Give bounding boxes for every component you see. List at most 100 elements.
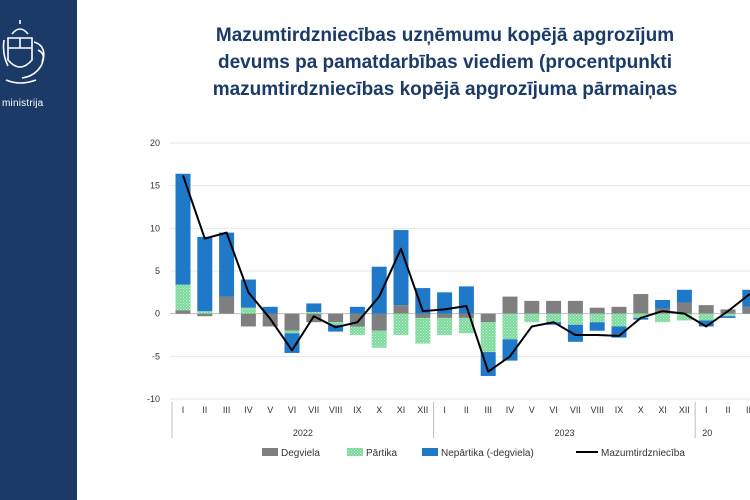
bar-pārtika bbox=[175, 284, 191, 311]
bar-nepārtika bbox=[284, 333, 300, 353]
y-tick-label: 20 bbox=[150, 138, 160, 148]
bar-degviela bbox=[219, 296, 235, 314]
title-line-1: Mazumtirdzniecības uzņēmumu kopējā apgro… bbox=[215, 25, 675, 46]
bar-pārtika bbox=[197, 311, 213, 314]
bar-degviela bbox=[437, 313, 453, 318]
bar-nepārtika bbox=[720, 316, 736, 318]
legend-label: Pārtika bbox=[366, 448, 398, 459]
y-tick-label: 5 bbox=[155, 266, 160, 276]
bar-nepārtika bbox=[371, 266, 387, 314]
bar-degviela bbox=[633, 294, 649, 314]
bar-pārtika bbox=[240, 307, 256, 314]
bar-degviela bbox=[611, 306, 627, 314]
bar-pārtika bbox=[371, 330, 387, 348]
bar-pārtika bbox=[567, 313, 583, 325]
legend-swatch bbox=[422, 448, 438, 456]
bar-nepārtika bbox=[458, 286, 474, 314]
bar-pārtika bbox=[349, 326, 365, 335]
x-tick-label: V bbox=[267, 405, 273, 415]
title-line-2: devums pa pamatdarbības viediem (procent… bbox=[218, 52, 672, 73]
bars bbox=[175, 173, 750, 376]
bar-degviela bbox=[240, 313, 256, 327]
x-tick-label: X bbox=[376, 405, 382, 415]
bar-pārtika bbox=[284, 330, 300, 334]
x-tick-label: IX bbox=[615, 405, 624, 415]
year-label: 2023 bbox=[554, 428, 574, 438]
bar-nepārtika bbox=[219, 232, 235, 297]
x-tick-label: I bbox=[443, 405, 446, 415]
legend-label: Mazumtirdzniecība bbox=[601, 448, 685, 459]
bar-nepārtika bbox=[349, 306, 365, 314]
x-tick-label: IX bbox=[353, 405, 362, 415]
bar-nepārtika bbox=[611, 326, 627, 338]
x-tick-label: X bbox=[638, 405, 644, 415]
x-tick-label: II bbox=[464, 405, 469, 415]
bar-pārtika bbox=[676, 313, 692, 321]
x-tick-label: I bbox=[182, 405, 185, 415]
chart-title: Mazumtirdzniecības uzņēmumu kopējā apgro… bbox=[95, 22, 750, 103]
ministry-label: ministrija bbox=[2, 98, 44, 109]
x-tick-label: IV bbox=[244, 405, 253, 415]
x-tick-label: VIII bbox=[329, 405, 343, 415]
bar-pārtika bbox=[306, 311, 322, 314]
x-tick-label: III bbox=[484, 405, 492, 415]
bar-degviela bbox=[393, 305, 409, 314]
bar-nepārtika bbox=[502, 339, 518, 361]
x-tick-label: VIII bbox=[590, 405, 604, 415]
bar-nepārtika bbox=[655, 300, 671, 309]
bar-pārtika bbox=[698, 313, 714, 321]
coat-of-arms-icon bbox=[2, 20, 45, 84]
x-tick-label: IV bbox=[506, 405, 515, 415]
bar-nepārtika bbox=[415, 288, 431, 314]
bar-degviela bbox=[502, 296, 518, 314]
bar-nepārtika bbox=[567, 324, 583, 342]
gridlines bbox=[170, 142, 750, 400]
bar-nepārtika bbox=[175, 173, 191, 285]
x-tick-label: II bbox=[725, 405, 730, 415]
bar-nepārtika bbox=[393, 230, 409, 306]
y-tick-label: 0 bbox=[155, 309, 160, 319]
x-tick-label: I bbox=[705, 405, 708, 415]
y-tick-label: 15 bbox=[150, 181, 160, 191]
y-tick-label: -10 bbox=[147, 394, 160, 404]
bar-degviela bbox=[175, 310, 191, 314]
bar-nepārtika bbox=[742, 289, 750, 307]
legend: Degviela Pārtika Nepārtika (-degviela) Mazu… bbox=[262, 448, 685, 459]
bar-degviela bbox=[567, 300, 583, 314]
x-tick-label: XI bbox=[658, 405, 667, 415]
x-tick-label: V bbox=[529, 405, 535, 415]
bar-nepārtika bbox=[589, 322, 605, 331]
bar-pārtika bbox=[502, 313, 518, 340]
bar-pārtika bbox=[458, 317, 474, 334]
total-line bbox=[182, 175, 750, 373]
x-tick-label: III bbox=[223, 405, 231, 415]
x-tick-label: XII bbox=[417, 405, 428, 415]
bar-pārtika bbox=[655, 313, 671, 323]
bar-pārtika bbox=[611, 313, 627, 327]
year-label: 20 bbox=[702, 428, 712, 438]
bar-nepārtika bbox=[676, 289, 692, 303]
legend-label: Degviela bbox=[281, 448, 320, 459]
bar-degviela bbox=[371, 313, 387, 331]
bar-degviela bbox=[742, 306, 750, 314]
y-tick-label: 10 bbox=[150, 223, 160, 233]
x-tick-label: II bbox=[202, 405, 207, 415]
x-tick-label: XI bbox=[397, 405, 406, 415]
bar-nepārtika bbox=[197, 236, 213, 312]
bar-degviela bbox=[698, 305, 714, 314]
x-tick-label: XII bbox=[679, 405, 690, 415]
bar-degviela bbox=[328, 313, 344, 323]
bar-pārtika bbox=[328, 322, 344, 325]
bar-degviela bbox=[284, 313, 300, 331]
bar-pārtika bbox=[589, 313, 605, 323]
x-tick-label: VII bbox=[308, 405, 319, 415]
x-tick-label: III bbox=[746, 405, 750, 415]
x-tick-label: VII bbox=[570, 405, 581, 415]
bar-pārtika bbox=[524, 313, 540, 323]
bar-degviela bbox=[480, 313, 496, 323]
legend-label: Nepārtika (-degviela) bbox=[441, 448, 534, 459]
bar-degviela bbox=[589, 307, 605, 314]
title-line-3: mazumtirdzniecības kopējā apgrozījuma pā… bbox=[212, 79, 678, 100]
bar-degviela bbox=[546, 300, 562, 314]
